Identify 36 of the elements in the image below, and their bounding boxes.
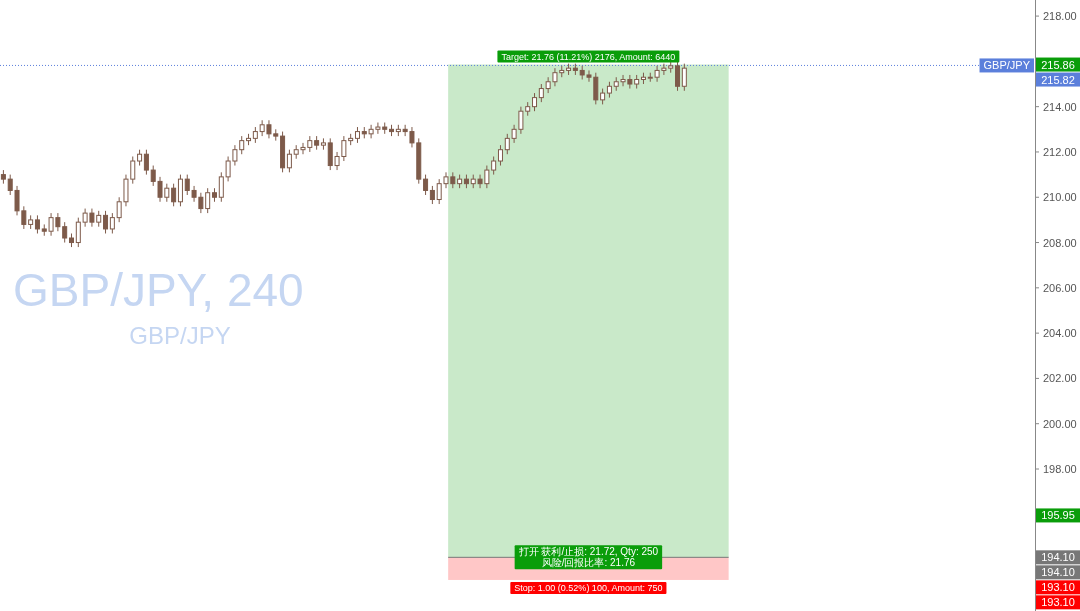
y-tick-label: 218.00: [1043, 10, 1077, 23]
ref-line-label: GBP/JPY: [983, 59, 1031, 72]
y-tick-label: 214.00: [1043, 100, 1077, 113]
candlestick: [109, 212, 115, 234]
annotation: 打开 获利/止损: 21.72, Qty: 250 风险/回报比率: 21.76: [517, 546, 659, 569]
candlestick: [286, 149, 292, 173]
y-tick-label: 202.00: [1043, 372, 1077, 385]
candlestick: [423, 174, 429, 196]
text: 215.82: [1041, 73, 1075, 86]
y-tick-label: 212.00: [1043, 145, 1077, 158]
annotation: 194.10: [1041, 551, 1075, 564]
candlestick: [429, 185, 435, 205]
y-tick-label: 210.00: [1043, 191, 1077, 204]
candlestick: [143, 149, 149, 176]
y-tick-label: 206.00: [1043, 281, 1077, 294]
candlestick: [532, 92, 538, 112]
candlestick: [497, 144, 503, 167]
band-label: Target: 21.76 (11.21%) 2176, Amount: 6440: [501, 51, 676, 62]
text: 193.10: [1041, 596, 1075, 609]
y-tick-label: 200.00: [1043, 417, 1077, 430]
candlestick: [103, 210, 109, 234]
y-tick-label: 198.00: [1043, 463, 1077, 476]
candlestick: [675, 60, 681, 92]
candlestick: [681, 63, 687, 92]
annotation: 195.95: [1041, 509, 1075, 522]
text: GBP/JPY, 240: [13, 264, 304, 316]
text: GBP/JPY: [129, 322, 231, 349]
candlestick: [171, 183, 177, 207]
y-tick-label: 208.00: [1043, 236, 1077, 249]
annotation: 215.86: [1041, 58, 1075, 71]
candlestick: [177, 174, 183, 207]
text: 194.10: [1041, 566, 1075, 579]
band-label: Stop: 1.00 (0.52%) 100, Amount: 750: [514, 582, 663, 593]
y-tick-label: 204.00: [1043, 327, 1077, 340]
candlestick: [34, 214, 40, 234]
text: 193.10: [1041, 581, 1075, 594]
